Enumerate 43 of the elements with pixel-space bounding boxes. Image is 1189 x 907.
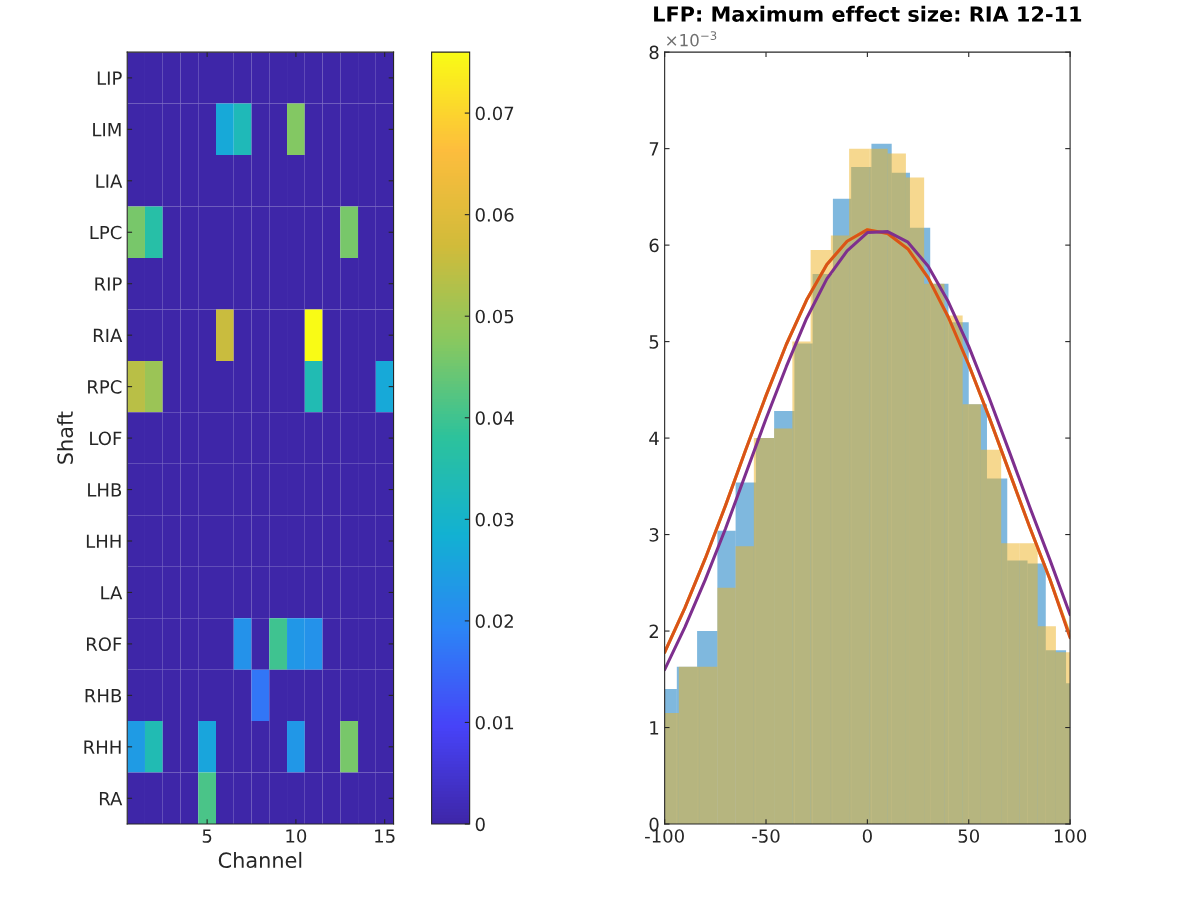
- y-tick-label: LIP: [97, 71, 122, 85]
- x-tick-label: -100: [645, 829, 684, 843]
- x-tick-label: 15: [375, 829, 395, 843]
- y-tick-label: 3: [649, 528, 659, 542]
- x-tick-label: 50: [958, 829, 980, 843]
- color-bar-label: 0.02: [475, 614, 513, 629]
- color-bar-label: 0.01: [475, 715, 514, 730]
- y-tick-label: RA: [99, 791, 123, 806]
- y-tick-label: RHB: [85, 689, 122, 703]
- color-bar-label: 0: [475, 817, 485, 832]
- y-tick-label: ROF: [86, 637, 122, 652]
- y-tick-label: 5: [649, 335, 659, 349]
- x-tick-label: 0: [862, 829, 872, 843]
- y-tick-label: 1: [650, 721, 659, 735]
- y-tick-label: LHB: [88, 483, 122, 497]
- color-bar-label: 0.03: [475, 512, 514, 527]
- x-tick-label: -50: [752, 829, 780, 843]
- y-tick-label: 6: [649, 238, 659, 253]
- y-tick-label: LA: [101, 586, 123, 600]
- y-tick-label: RIA: [93, 328, 123, 343]
- y-tick-label: LPC: [90, 225, 122, 240]
- y-tick-label: RHH: [84, 740, 121, 754]
- color-bar-label: 0.07: [475, 106, 514, 121]
- color-bar-label: 0.05: [475, 309, 514, 324]
- y-tick-label: LIM: [93, 123, 121, 137]
- y-tick-label: 8: [649, 45, 659, 60]
- chart-title: LFP: Maximum effect size: RIA 12-11: [654, 5, 1082, 22]
- y-tick-label: LHH: [86, 534, 121, 548]
- y-tick-label: 7: [649, 142, 659, 156]
- y-tick-label: RIP: [95, 277, 122, 291]
- color-bar-label: 0.06: [475, 208, 514, 222]
- x-axis-title: Channel: [218, 851, 302, 869]
- y-tick-label: 2: [649, 624, 658, 638]
- x-tick-label: 100: [1054, 829, 1087, 843]
- y-tick-label: LIA: [96, 174, 123, 188]
- y-tick-label: RPC: [88, 380, 122, 394]
- y-tick-label: LOF: [90, 431, 122, 446]
- text: ×10$^{−3}$: [666, 31, 717, 47]
- x-tick-label: 10: [286, 829, 307, 843]
- color-bar-label: 0.04: [475, 411, 514, 425]
- y-tick-label: 4: [649, 431, 659, 445]
- y-axis-title: Shaft: [56, 411, 74, 464]
- x-tick-label: 5: [202, 829, 212, 843]
